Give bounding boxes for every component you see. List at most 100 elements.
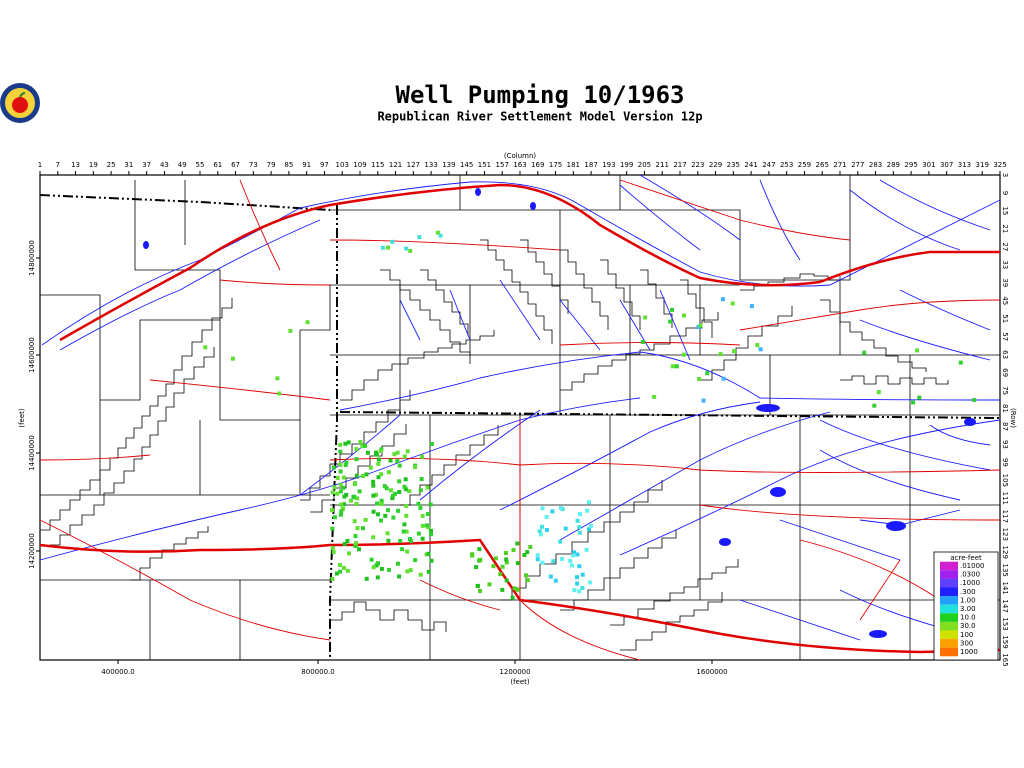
- well-cell: [682, 313, 686, 318]
- well-cell: [397, 463, 402, 468]
- row-tick-label: 129: [1001, 546, 1009, 559]
- well-cell: [363, 517, 368, 522]
- well-cell: [346, 440, 351, 445]
- well-cell: [330, 526, 335, 531]
- well-cell: [568, 558, 573, 563]
- well-cell: [361, 526, 365, 531]
- well-cell: [426, 551, 431, 556]
- column-axis-label: (Column): [504, 152, 537, 160]
- reservoir: [770, 487, 786, 497]
- well-cell: [575, 581, 580, 586]
- well-cell: [413, 465, 417, 469]
- legend-swatch: [940, 578, 958, 588]
- well-cell: [418, 505, 423, 510]
- well-cell: [408, 248, 413, 253]
- column-tick-label: 223: [691, 161, 704, 169]
- column-tick-label: 169: [531, 161, 544, 169]
- well-cell: [369, 557, 374, 562]
- column-tick-label: 307: [940, 161, 953, 169]
- well-cell: [395, 450, 400, 455]
- well-cell: [379, 518, 383, 523]
- well-cell: [354, 457, 359, 462]
- y-tick-label: 14600000: [28, 337, 36, 373]
- legend-label: 30.0: [960, 622, 976, 630]
- well-cell: [203, 345, 208, 350]
- well-cell: [477, 547, 482, 552]
- well-cell: [559, 506, 563, 510]
- well-cell: [388, 458, 393, 463]
- well-cell: [358, 440, 363, 444]
- row-tick-label: 141: [1001, 581, 1009, 594]
- well-cell: [344, 460, 349, 465]
- well-cell: [588, 580, 593, 585]
- well-cell: [342, 502, 347, 507]
- column-tick-label: 43: [160, 161, 169, 169]
- well-cell: [429, 442, 434, 446]
- well-cell: [389, 488, 393, 493]
- well-cell: [409, 539, 413, 544]
- well-cell: [435, 230, 440, 235]
- well-cell: [698, 323, 703, 328]
- well-cell: [374, 563, 379, 568]
- column-tick-label: 193: [602, 161, 615, 169]
- reservoir: [143, 241, 149, 249]
- well-cell: [332, 485, 337, 490]
- well-cell: [348, 498, 353, 503]
- column-tick-label: 13: [71, 161, 80, 169]
- legend-label: .1000: [960, 579, 980, 587]
- row-tick-label: 9: [1001, 191, 1009, 195]
- column-tick-label: 145: [460, 161, 473, 169]
- well-cell: [405, 549, 410, 554]
- well-cell: [872, 403, 877, 408]
- well-cell: [338, 569, 342, 574]
- y-tick-label: 14400000: [28, 435, 36, 471]
- well-cell: [376, 561, 380, 566]
- well-cell: [876, 390, 881, 395]
- map-area: [39, 174, 1001, 661]
- well-cell: [338, 482, 343, 487]
- legend-swatch: [940, 621, 958, 631]
- legend-swatch: [940, 639, 958, 648]
- column-tick-label: 133: [424, 161, 437, 169]
- well-cell: [696, 325, 701, 330]
- column-tick-label: 235: [727, 161, 740, 169]
- reservoir: [886, 521, 906, 531]
- well-cell: [478, 589, 482, 593]
- column-tick-label: 139: [442, 161, 455, 169]
- column-tick-label: 277: [851, 161, 864, 169]
- column-tick-label: 217: [673, 161, 686, 169]
- well-cell: [385, 245, 390, 250]
- well-cell: [340, 506, 345, 511]
- row-tick-label: 15: [1001, 206, 1009, 215]
- well-cell: [587, 527, 591, 532]
- well-cell: [416, 501, 421, 506]
- well-cell: [718, 352, 723, 357]
- column-tick-label: 319: [976, 161, 989, 169]
- column-tick-label: 295: [904, 161, 917, 169]
- well-cell: [376, 475, 381, 480]
- column-tick-label: 103: [336, 161, 349, 169]
- well-cell: [337, 563, 342, 567]
- well-cell: [360, 444, 365, 449]
- well-cell: [332, 515, 337, 520]
- well-cell: [338, 489, 343, 494]
- column-tick-label: 25: [107, 161, 116, 169]
- well-cell: [418, 572, 423, 577]
- well-cell: [347, 551, 351, 556]
- well-cell: [416, 531, 421, 536]
- well-cell: [371, 493, 376, 498]
- well-cell: [403, 477, 408, 482]
- column-tick-label: 91: [302, 161, 311, 169]
- well-cell: [572, 588, 577, 593]
- well-cell: [418, 488, 423, 493]
- row-tick-label: 105: [1001, 474, 1009, 487]
- row-tick-label: 111: [1001, 492, 1009, 505]
- legend-swatch: [940, 561, 958, 571]
- well-cell: [580, 585, 585, 590]
- well-cell: [344, 492, 349, 497]
- well-cell: [500, 587, 505, 592]
- well-cell: [587, 500, 591, 505]
- well-cell: [354, 502, 359, 506]
- reservoir: [756, 404, 780, 412]
